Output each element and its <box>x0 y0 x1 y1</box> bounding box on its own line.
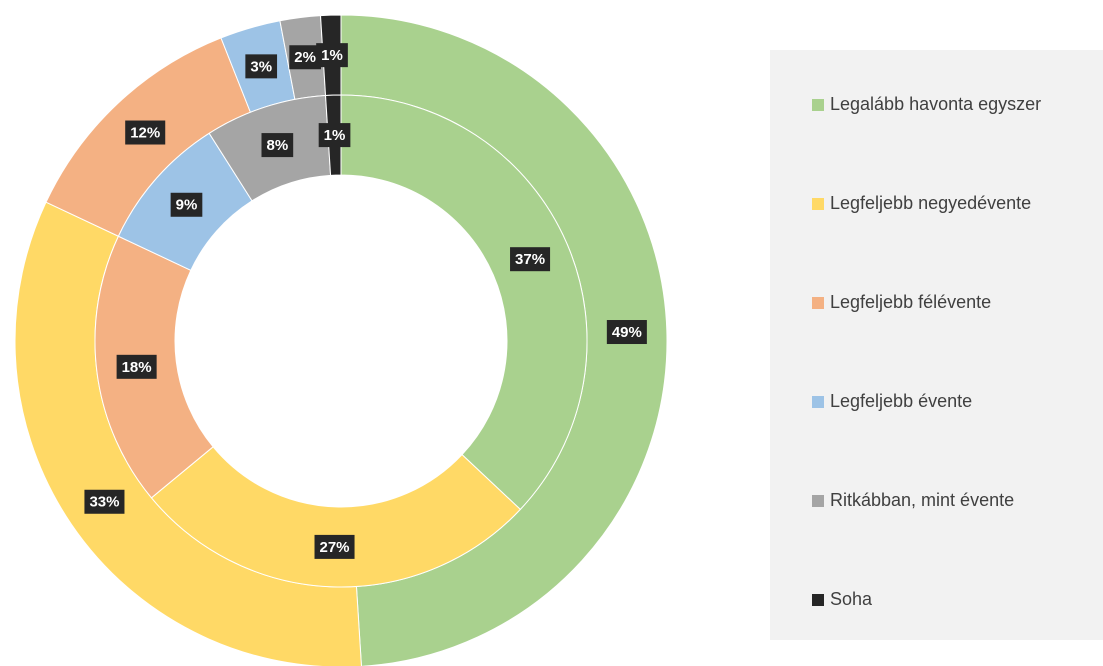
data-label-bg <box>318 123 351 148</box>
legend-swatch <box>812 99 824 111</box>
data-label: 1% <box>316 43 348 68</box>
legend-box <box>770 50 1103 640</box>
data-label-bg <box>606 320 647 345</box>
data-label: 27% <box>314 534 355 559</box>
legend-label: Ritkábban, mint évente <box>830 490 1014 510</box>
data-label-bg <box>314 534 355 559</box>
data-label: 33% <box>84 489 125 514</box>
donut-segment <box>340 94 588 511</box>
data-label-text: 33% <box>89 494 119 511</box>
legend-label: Legfeljebb félévente <box>830 292 991 312</box>
data-label-text: 9% <box>176 197 198 214</box>
legend-swatch <box>812 495 824 507</box>
data-label-text: 18% <box>122 359 152 376</box>
data-label-bg <box>125 120 166 145</box>
data-label: 8% <box>261 133 294 158</box>
data-label-bg <box>170 192 203 217</box>
legend-label: Soha <box>830 589 873 609</box>
legend-swatch <box>812 297 824 309</box>
data-label: 3% <box>245 54 278 79</box>
data-label-bg <box>261 133 294 158</box>
data-label-text: 2% <box>294 49 316 66</box>
data-label: 18% <box>116 354 157 379</box>
data-label-text: 1% <box>321 47 343 64</box>
data-label-text: 49% <box>612 324 642 341</box>
data-label: 37% <box>510 247 551 272</box>
data-label-text: 12% <box>130 124 160 141</box>
data-label: 49% <box>606 320 647 345</box>
data-label: 1% <box>318 123 351 148</box>
data-label-bg <box>510 247 551 272</box>
legend-swatch <box>812 396 824 408</box>
legend-label: Legfeljebb évente <box>830 391 972 411</box>
data-label-bg <box>84 489 125 514</box>
data-label: 12% <box>125 120 166 145</box>
data-label: 2% <box>289 45 321 70</box>
legend-label: Legfeljebb negyedévente <box>830 193 1031 213</box>
legend-label: Legalább havonta egyszer <box>830 94 1041 114</box>
data-label-text: 3% <box>250 58 272 75</box>
data-label-text: 8% <box>266 137 288 154</box>
data-label-text: 37% <box>515 251 545 268</box>
data-label-bg <box>116 354 157 379</box>
data-label: 9% <box>170 192 203 217</box>
data-label-bg <box>289 45 321 70</box>
data-label-text: 1% <box>324 127 346 144</box>
data-label-bg <box>245 54 278 79</box>
donut-segment <box>150 446 522 588</box>
data-label-text: 27% <box>320 539 350 556</box>
data-label-bg <box>316 43 348 68</box>
legend-swatch <box>812 198 824 210</box>
legend-swatch <box>812 594 824 606</box>
